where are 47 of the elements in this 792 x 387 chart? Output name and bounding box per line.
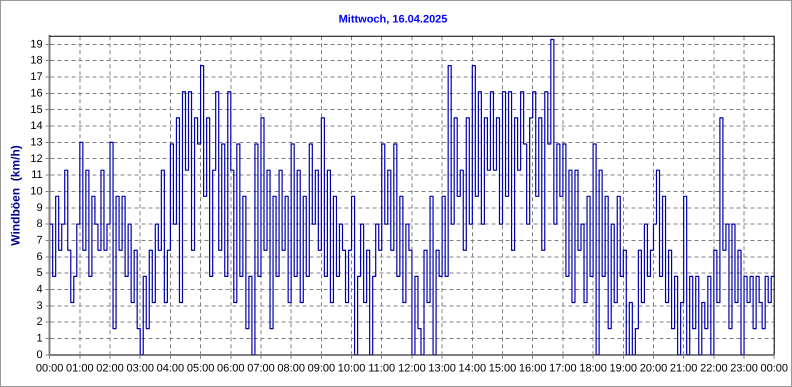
x-tick-label: 16:00 <box>518 362 546 374</box>
y-tick-label: 12 <box>30 152 43 165</box>
y-tick-label: 18 <box>30 54 43 67</box>
x-tick-label: 02:00 <box>96 362 124 374</box>
y-tick-label: 3 <box>36 300 43 312</box>
y-tick-label: 5 <box>36 267 43 280</box>
x-tick-label: 05:00 <box>186 362 214 374</box>
y-tick-label: 8 <box>36 218 43 230</box>
y-tick-label: 2 <box>36 316 43 328</box>
x-tick-label: 10:00 <box>338 362 366 374</box>
x-tick-label: 01:00 <box>66 362 94 374</box>
y-tick-label: 17 <box>30 71 43 84</box>
x-tick-label: 06:00 <box>217 362 245 374</box>
y-tick-label: 7 <box>36 234 43 246</box>
x-tick-label: 04:00 <box>156 362 184 374</box>
x-tick-label: 09:00 <box>308 362 336 374</box>
y-tick-label: 19 <box>30 38 43 50</box>
chart-title: Mittwoch, 16.04.2025 <box>338 14 448 26</box>
x-tick-label: 22:00 <box>700 362 728 374</box>
y-tick-label: 15 <box>30 104 43 116</box>
x-tick-label: 00:00 <box>36 362 64 374</box>
y-tick-label: 16 <box>30 87 43 100</box>
x-tick-label: 20:00 <box>640 362 668 374</box>
y-tick-label: 1 <box>36 332 43 344</box>
y-tick-label: 10 <box>30 185 43 198</box>
y-tick-label: 11 <box>31 169 43 182</box>
y-tick-label: 14 <box>30 120 43 132</box>
x-tick-label: 07:00 <box>247 362 275 374</box>
x-tick-label: 00:00 <box>760 362 788 374</box>
x-tick-label: 23:00 <box>730 362 758 374</box>
x-tick-label: 03:00 <box>126 362 154 374</box>
x-tick-label: 17:00 <box>549 362 577 374</box>
y-tick-label: 6 <box>36 250 43 263</box>
x-tick-label: 14:00 <box>458 362 486 374</box>
x-tick-label: 21:00 <box>670 362 698 374</box>
y-axis-title: Windböen (km/h) <box>8 145 23 246</box>
x-tick-label: 18:00 <box>579 362 607 374</box>
y-tick-label: 9 <box>36 202 43 214</box>
x-tick-label: 19:00 <box>610 362 638 374</box>
x-tick-label: 15:00 <box>488 362 516 374</box>
x-tick-label: 08:00 <box>277 362 305 374</box>
x-tick-label: 13:00 <box>428 362 456 374</box>
y-tick-label: 4 <box>36 283 43 296</box>
x-tick-label: 12:00 <box>398 362 426 374</box>
y-tick-label: 13 <box>30 136 43 148</box>
y-tick-label: 0 <box>36 348 43 361</box>
x-tick-label: 11:00 <box>368 362 396 374</box>
